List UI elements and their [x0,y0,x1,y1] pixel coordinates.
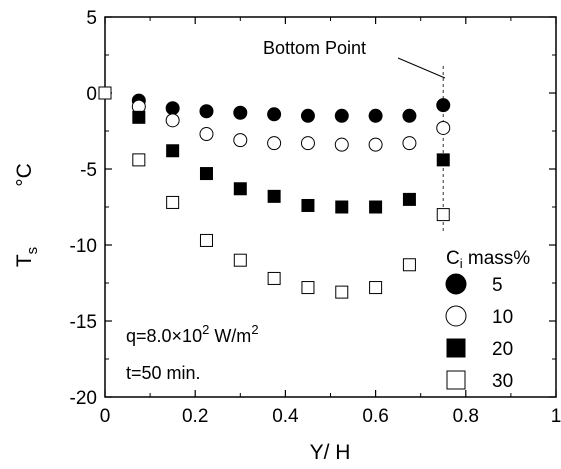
data-point [402,192,416,206]
data-point [267,107,282,122]
legend-title-rest: mass% [463,248,531,269]
series-20 [132,110,450,214]
tick-labels: 0 0.2 0.4 0.6 0.8 1 5 0 -5 -10 -15 -20 [70,8,561,427]
data-point [132,110,146,124]
data-point [369,200,383,214]
data-point [233,182,247,196]
data-point [335,285,349,299]
legend-label: 5 [492,275,503,296]
data-point [267,271,281,285]
y-axis-label: Ts °C [13,163,41,267]
data-point [165,101,180,116]
series-5 [131,93,451,123]
bottom-point-leader [397,57,446,79]
heat-flux-unit: W/m [209,326,251,346]
y-tick-label: -15 [70,312,97,333]
data-point [199,233,213,247]
legend-label: 20 [492,339,513,360]
data-point [301,198,315,212]
y-tick-label: 0 [86,84,97,105]
y-axis-unit: °C [13,163,36,187]
ticks [104,16,557,398]
data-point [199,167,213,181]
data-point [300,108,315,123]
data-point [436,98,451,113]
data-point [267,189,281,203]
data-point [267,136,282,151]
bottom-point-label: Bottom Point [263,38,366,58]
data-point [199,127,214,142]
x-tick-label: 0 [100,406,111,427]
data-point [436,208,450,222]
data-point [402,136,417,151]
legend-marker [445,305,467,327]
data-point [233,133,248,148]
x-tick-label: 0.8 [453,406,479,427]
y-tick-label: 5 [86,8,97,29]
data-point [132,153,146,167]
data-points [98,86,451,299]
legend-marker [445,273,467,295]
data-point [199,104,214,119]
data-point [335,200,349,214]
y-axis-label-main: Ts [13,247,41,267]
data-point [301,281,315,295]
data-point [166,144,180,158]
data-point [402,258,416,272]
legend-label: 10 [492,307,513,328]
data-point [436,120,451,135]
x-tick-label: 0.6 [362,406,388,427]
data-point [98,86,112,100]
data-point [368,137,383,152]
data-point [165,113,180,128]
heat-flux-prefix: q=8.0×10 [126,326,202,346]
data-point [368,108,383,123]
data-point [334,137,349,152]
y-tick-label: -5 [80,160,97,181]
legend: Ci mass% 5 10 20 30 [445,248,530,392]
y-axis-label-subscript: s [24,247,41,255]
y-tick-label: -10 [70,236,97,257]
x-tick-label: 0.4 [272,406,299,427]
data-point [233,105,248,120]
legend-marker [446,370,466,390]
legend-title-main: C [446,248,460,269]
data-point [436,153,450,167]
time-label: t=50 min. [126,363,201,383]
legend-title-sub: i [460,256,463,271]
heat-flux-unit-exp: 2 [251,322,258,337]
heat-flux-exp: 2 [202,322,209,337]
y-tick-label: -20 [70,388,97,409]
data-point [300,136,315,151]
data-point [334,108,349,123]
series-10 [131,99,451,152]
heat-flux-label: q=8.0×102 W/m2 [126,322,259,346]
x-tick-label: 0.2 [182,406,208,427]
data-point [369,281,383,295]
data-point [402,108,417,123]
legend-items: 5 10 20 30 [445,273,513,392]
y-axis-label-symbol: T [13,254,36,267]
legend-marker [446,338,466,358]
data-point [233,253,247,267]
legend-title: Ci mass% [446,248,530,271]
x-axis-label: Y/ H [310,441,351,464]
data-point [166,195,180,209]
x-tick-label: 1 [551,406,561,427]
legend-label: 30 [492,371,513,392]
series-30 [98,86,450,299]
